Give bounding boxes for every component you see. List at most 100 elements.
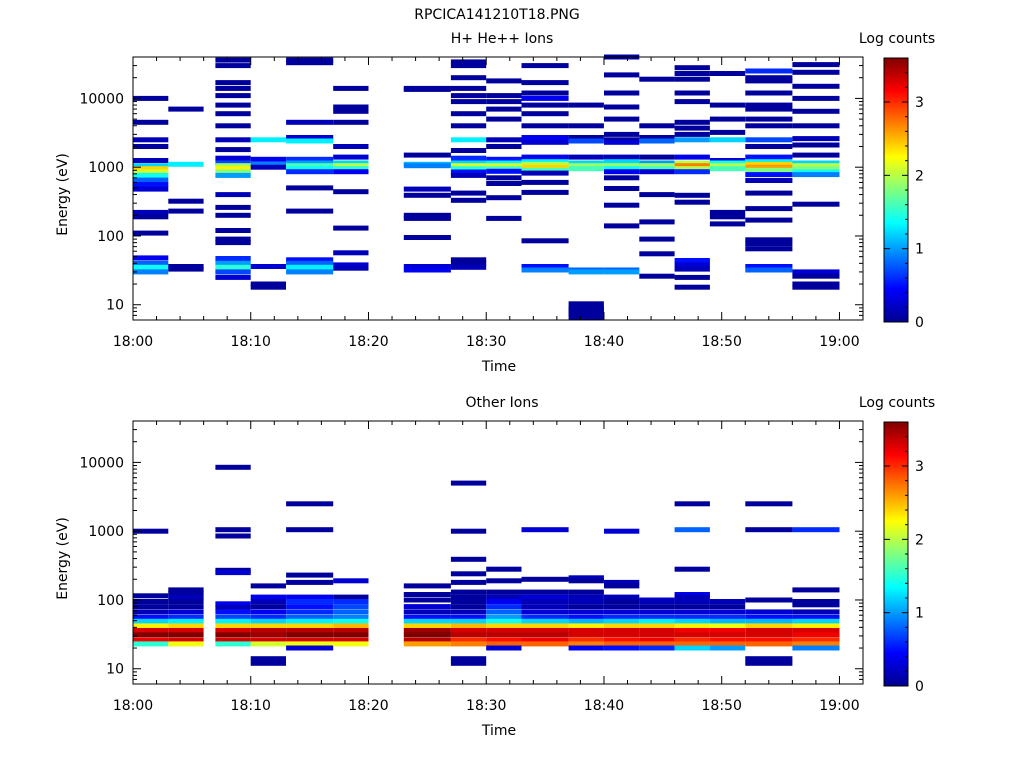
heatmap-cell	[286, 138, 334, 144]
heatmap-cell	[604, 623, 640, 629]
heatmap-cell	[133, 264, 169, 270]
heatmap-cell	[333, 108, 369, 114]
heatmap-cell	[674, 594, 710, 600]
heatmap-cell	[486, 163, 522, 169]
heatmap-cell	[521, 123, 569, 129]
heatmap-cell	[286, 163, 334, 169]
heatmap-cell	[745, 614, 793, 620]
heatmap-cell	[333, 154, 369, 160]
heatmap-cell	[486, 589, 522, 595]
heatmap-cell	[450, 137, 487, 143]
heatmap-cell	[568, 645, 604, 651]
heatmap-cell	[674, 262, 710, 268]
heatmap-cell	[215, 641, 251, 647]
heatmap-cell	[745, 154, 793, 160]
heatmap-cell	[286, 160, 334, 166]
heatmap-cell	[450, 155, 487, 161]
heatmap-cell	[215, 160, 251, 166]
heatmap-cell	[674, 137, 710, 143]
heatmap-cell	[709, 137, 746, 143]
colorbar-tick-label: 1	[915, 242, 924, 258]
heatmap-cell	[792, 273, 840, 279]
x-tick-label: 18:20	[348, 334, 388, 350]
heatmap-cell	[286, 257, 334, 263]
heatmap-cell	[450, 163, 487, 169]
heatmap-cell	[792, 614, 840, 620]
heatmap-cell	[674, 99, 710, 105]
heatmap-cell	[403, 628, 451, 633]
heatmap-cell	[215, 212, 251, 218]
panel-title: Other Ions	[465, 395, 538, 411]
heatmap-cell	[450, 632, 487, 638]
heatmap-cell	[792, 69, 840, 75]
heatmap-cell	[792, 163, 840, 169]
heatmap-cell	[215, 93, 251, 99]
heatmap-cell	[215, 102, 251, 108]
x-tick-label: 18:50	[702, 334, 742, 350]
page-title: RPCICA141210T18.PNG	[414, 7, 579, 23]
heatmap-cell	[133, 528, 169, 534]
heatmap-cell	[215, 204, 251, 210]
heatmap-cell	[450, 628, 487, 633]
x-tick-label: 18:40	[584, 698, 624, 714]
heatmap-cell	[521, 628, 569, 633]
heatmap-cell	[745, 164, 793, 170]
heatmap-cell	[521, 170, 569, 176]
heatmap-cell	[792, 95, 840, 101]
heatmap-cell	[286, 618, 334, 624]
heatmap-cell	[286, 623, 334, 629]
heatmap-cell	[568, 614, 604, 620]
heatmap-cell	[168, 590, 204, 596]
heatmap-cell	[745, 246, 793, 252]
heatmap-cell	[709, 599, 746, 604]
heatmap-cell	[604, 637, 640, 643]
heatmap-cell	[286, 645, 334, 651]
heatmap-cell	[568, 632, 604, 638]
heatmap-cell	[215, 155, 251, 161]
heatmap-cell	[674, 266, 710, 272]
heatmap-cell	[250, 604, 286, 610]
colorbar-tick-label: 1	[915, 606, 924, 622]
heatmap-cell	[709, 614, 746, 620]
heatmap-cell	[250, 137, 286, 143]
heatmap-cell	[674, 65, 710, 71]
heatmap-cell	[792, 602, 840, 608]
heatmap-cell	[215, 464, 251, 470]
x-tick-label: 18:20	[348, 698, 388, 714]
heatmap-cell	[403, 583, 451, 589]
heatmap-cell	[450, 660, 487, 666]
heatmap-cell	[568, 589, 604, 595]
heatmap-cell	[333, 594, 369, 600]
heatmap-cells	[133, 54, 840, 321]
heatmap-cell	[486, 93, 522, 99]
heatmap-cell	[792, 527, 840, 533]
heatmap-cell	[639, 637, 675, 643]
heatmap-cell	[568, 135, 604, 140]
heatmap-cell	[674, 566, 710, 572]
heatmap-cell	[133, 269, 169, 275]
heatmap-cell	[333, 637, 369, 643]
heatmap-cell	[486, 215, 522, 221]
heatmap-cell	[745, 90, 793, 96]
heatmap-cell	[168, 198, 204, 204]
heatmap-cell	[639, 138, 675, 144]
heatmap-cell	[250, 599, 286, 604]
heatmap-cell	[674, 163, 710, 169]
heatmap-cell	[792, 123, 840, 129]
heatmap-cell	[486, 599, 522, 604]
heatmap-cell	[168, 609, 204, 615]
heatmap-cell	[215, 637, 251, 643]
heatmap-cell	[521, 189, 569, 195]
heatmap-cell	[286, 156, 334, 162]
panel-other-ions: Other Ions 18:00 18:10 18:20 18:30 18:40 18:50…	[55, 395, 935, 739]
heatmap-cell	[333, 160, 369, 166]
heatmap-cell	[215, 632, 251, 638]
heatmap-cell	[403, 152, 451, 158]
heatmap-cell	[521, 604, 569, 610]
heatmap-cell	[168, 594, 204, 600]
heatmap-cell	[250, 623, 286, 629]
heatmap-cell	[286, 609, 334, 615]
heatmap-cell	[450, 166, 487, 172]
heatmap-cell	[745, 190, 793, 196]
heatmap-cell	[674, 284, 710, 290]
